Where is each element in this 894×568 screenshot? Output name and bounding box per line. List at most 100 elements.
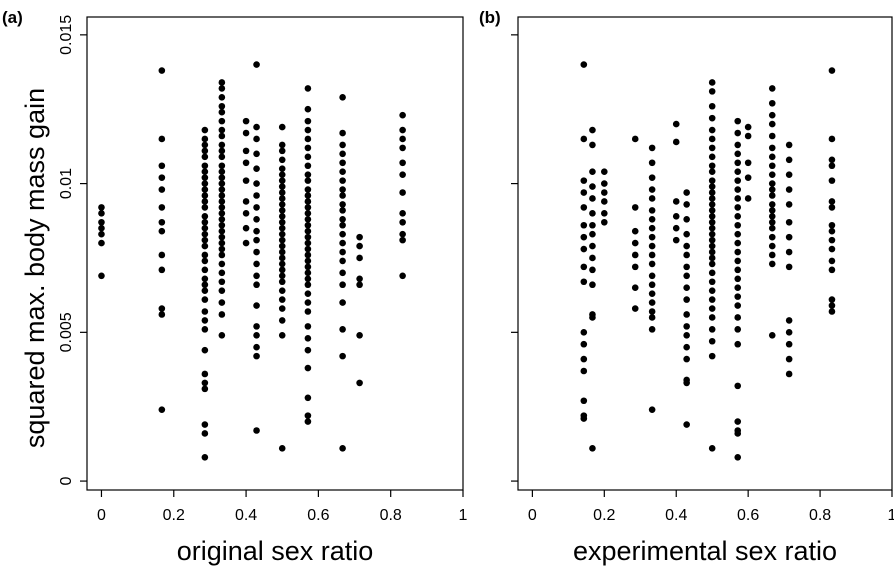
data-point-a-2-13 — [201, 213, 209, 220]
data-point-b-8-7 — [734, 186, 742, 193]
x-tick-label-b-5: 1 — [888, 507, 894, 524]
data-point-a-7-24 — [304, 269, 312, 277]
x-tick-label-b-2: 0.4 — [665, 507, 687, 524]
data-point-a-1-12 — [158, 406, 166, 413]
data-point-b-11-4 — [785, 201, 793, 208]
data-point-b-11-0 — [785, 141, 793, 149]
data-point-a-10-7 — [399, 210, 406, 217]
data-point-b-8-19 — [734, 293, 742, 300]
data-point-a-8-22 — [339, 445, 346, 452]
data-point-a-8-16 — [339, 257, 346, 265]
data-point-b-9-1 — [744, 132, 752, 140]
data-point-a-9-4 — [356, 281, 363, 289]
data-point-a-3-20 — [218, 215, 226, 223]
data-point-b-0-12 — [580, 355, 588, 363]
data-point-a-3-3 — [218, 102, 226, 110]
data-point-a-8-1 — [339, 129, 346, 137]
data-point-a-7-23 — [304, 263, 312, 271]
data-point-a-7-1 — [304, 105, 312, 113]
data-point-b-1-10 — [589, 266, 596, 274]
data-point-b-1-9 — [589, 254, 596, 262]
data-point-b-2-0 — [601, 168, 608, 175]
data-point-a-6-23 — [278, 278, 286, 286]
data-point-b-5-1 — [672, 138, 680, 146]
data-point-a-6-16 — [278, 236, 286, 244]
x-tick-label-a-0: 0 — [97, 507, 106, 524]
data-point-a-6-4 — [278, 165, 286, 173]
data-point-a-5-12 — [253, 260, 260, 268]
data-point-b-8-10 — [734, 213, 742, 220]
data-point-b-4-5 — [648, 207, 656, 214]
data-point-a-3-15 — [218, 186, 226, 193]
data-point-a-2-33 — [201, 421, 209, 428]
data-point-a-9-1 — [356, 242, 363, 250]
data-point-b-8-2 — [734, 141, 742, 149]
data-point-a-7-11 — [304, 192, 312, 199]
data-point-b-3-0 — [631, 135, 639, 143]
data-point-b-0-14 — [580, 397, 588, 405]
data-point-b-8-18 — [734, 284, 742, 292]
data-point-a-4-0 — [242, 117, 250, 125]
data-point-a-7-10 — [304, 186, 312, 193]
data-point-a-7-31 — [304, 334, 312, 342]
data-point-a-8-20 — [339, 326, 346, 333]
data-point-a-6-24 — [278, 287, 286, 294]
data-point-a-8-0 — [339, 94, 346, 101]
data-point-a-6-1 — [278, 141, 286, 149]
data-point-a-2-31 — [201, 379, 209, 387]
data-point-a-7-30 — [304, 323, 312, 330]
data-point-a-3-9 — [218, 147, 226, 155]
data-point-a-7-19 — [304, 239, 312, 247]
data-point-a-2-27 — [201, 317, 209, 324]
data-point-a-9-5 — [356, 332, 363, 339]
data-point-b-4-0 — [648, 144, 656, 152]
data-point-b-10-16 — [768, 224, 776, 232]
data-point-b-8-16 — [734, 266, 742, 274]
data-point-a-10-9 — [399, 230, 406, 238]
data-point-a-2-15 — [201, 224, 209, 232]
data-point-a-10-10 — [399, 236, 406, 244]
data-point-a-6-21 — [278, 266, 286, 274]
data-point-b-11-10 — [785, 329, 793, 336]
data-point-b-10-10 — [768, 186, 776, 193]
data-point-b-7-34 — [708, 445, 716, 452]
data-point-a-7-0 — [304, 85, 312, 92]
data-point-a-8-17 — [339, 269, 346, 277]
data-point-b-4-3 — [648, 186, 656, 193]
data-point-b-7-29 — [708, 305, 716, 312]
data-point-b-7-23 — [708, 254, 716, 262]
data-point-b-8-9 — [734, 204, 742, 211]
data-point-a-7-14 — [304, 210, 312, 217]
data-point-a-8-19 — [339, 299, 346, 306]
x-tick-label-b-3: 0.6 — [737, 507, 759, 524]
data-point-b-4-18 — [648, 326, 656, 333]
data-point-b-0-13 — [580, 367, 588, 375]
data-point-b-6-14 — [683, 355, 690, 363]
data-point-b-10-13 — [768, 207, 776, 214]
data-point-a-7-6 — [304, 153, 312, 161]
data-point-a-3-19 — [218, 210, 226, 217]
data-point-a-5-9 — [253, 227, 260, 235]
x-tick-label-a-1: 0.2 — [163, 507, 185, 524]
data-point-b-4-16 — [648, 308, 656, 315]
data-point-a-2-35 — [201, 453, 209, 461]
data-point-b-11-2 — [785, 171, 793, 178]
data-point-b-0-10 — [580, 329, 588, 336]
data-point-b-1-1 — [589, 141, 596, 149]
data-point-b-1-3 — [589, 183, 596, 190]
data-point-b-8-14 — [734, 248, 742, 256]
data-point-b-1-7 — [589, 230, 596, 238]
data-point-b-12-0 — [828, 67, 836, 74]
data-point-a-2-4 — [201, 153, 209, 161]
data-point-a-5-19 — [253, 352, 260, 360]
y-tick-label-a-2: 0.01 — [58, 168, 75, 199]
data-point-b-3-7 — [631, 305, 639, 312]
data-point-b-7-28 — [708, 296, 716, 303]
data-point-a-2-23 — [201, 281, 209, 289]
data-point-a-0-1 — [98, 210, 105, 217]
x-tick-label-a-2: 0.4 — [235, 507, 257, 524]
x-tick-label-a-3: 0.6 — [307, 507, 329, 524]
data-point-a-1-5 — [158, 204, 166, 211]
data-point-b-7-5 — [708, 135, 716, 143]
data-point-a-10-8 — [399, 218, 406, 226]
